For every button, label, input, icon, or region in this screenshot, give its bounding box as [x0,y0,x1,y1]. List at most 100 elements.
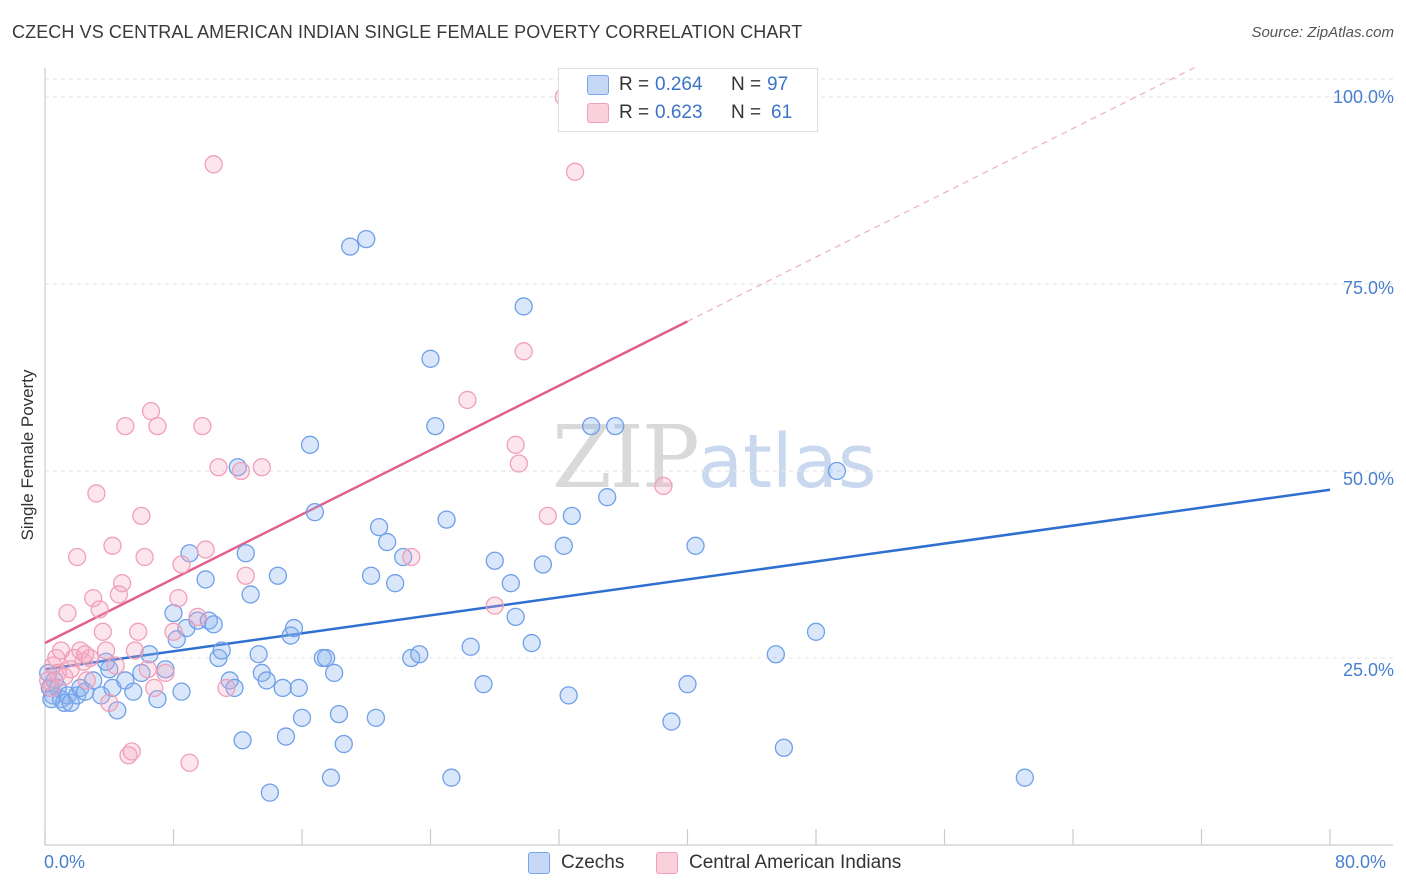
point-central-american-indians [231,461,251,481]
point-central-american-indians [402,547,421,567]
point-czechs [212,641,231,660]
stats-r-label: R = [619,74,650,95]
point-central-american-indians [135,547,154,567]
point-czechs [268,566,288,585]
stats-r-value: 0.264 [655,74,703,95]
point-czechs [442,768,461,787]
trend-line-czechs [44,488,1331,671]
point-czechs [357,229,376,249]
point-czechs [289,678,308,698]
point-central-american-indians [129,622,148,641]
point-czechs [273,678,292,698]
y-tick-label: 100.0% [1332,87,1394,107]
point-central-american-indians [164,622,183,641]
point-czechs [514,297,533,316]
point-central-american-indians [193,416,212,436]
watermark-zip: ZIP [552,408,700,508]
point-czechs [329,704,349,724]
point-czechs [426,416,445,436]
watermark-atlas: atlas [697,419,877,505]
point-central-american-indians [112,574,132,593]
point-czechs [300,435,320,454]
point-czechs [421,349,440,368]
legend-label: Czechs [561,852,625,873]
point-czechs [140,645,159,664]
point-central-american-indians [122,742,141,761]
point-central-american-indians [252,458,271,477]
point-central-american-indians [55,667,74,686]
point-czechs [806,622,826,641]
chart-title: CZECH VS CENTRAL AMERICAN INDIAN SINGLE … [12,22,803,42]
legend-swatch [656,852,678,874]
point-czechs [1015,768,1034,787]
stats-swatch-czechs [587,75,609,95]
stats-n-value: 61 [771,102,793,123]
stats-r-value: 0.623 [655,102,703,123]
point-czechs [276,727,296,746]
point-central-american-indians [172,555,191,574]
legend-swatch [528,852,550,874]
point-central-american-indians [76,645,95,664]
legend-item-central-american-indians[interactable]: Central American Indians [656,852,901,874]
stats-n-label: N = [731,102,762,123]
point-central-american-indians [116,416,135,436]
point-central-american-indians [538,506,557,526]
point-czechs [321,768,341,787]
point-czechs [172,682,191,701]
point-central-american-indians [514,342,533,361]
point-central-american-indians [148,416,167,436]
point-czechs [204,615,223,634]
point-central-american-indians [87,484,106,503]
point-central-american-indians [58,603,77,623]
point-central-american-indians [458,390,477,410]
point-czechs [148,689,167,709]
point-czechs [774,738,794,757]
point-central-american-indians [565,162,585,181]
point-czechs [686,536,705,555]
point-central-american-indians [138,660,157,679]
point-czechs [559,686,578,705]
point-central-american-indians [188,607,207,627]
point-czechs [305,502,325,522]
legend: Czechs Central American Indians [0,852,1406,878]
legend-item-czechs[interactable]: Czechs [528,852,624,874]
point-central-american-indians [93,622,112,641]
point-central-american-indians [67,547,87,567]
point-czechs [260,783,280,802]
point-central-american-indians [169,589,188,608]
y-tick-label: 75.0% [1342,278,1394,298]
point-central-american-indians [485,596,504,615]
point-central-american-indians [506,435,525,454]
point-czechs [236,544,255,563]
point-czechs [598,488,617,507]
point-central-american-indians [96,641,116,660]
y-tick-label: 25.0% [1342,660,1394,680]
point-central-american-indians [236,566,255,585]
point-central-american-indians [100,693,119,713]
point-central-american-indians [84,589,103,608]
point-central-american-indians [509,454,528,473]
point-central-american-indians [103,536,122,555]
point-czechs [61,693,80,713]
point-czechs [662,712,681,731]
point-central-american-indians [204,155,223,174]
point-czechs [292,708,312,727]
point-czechs [485,551,504,570]
source-label: Source: ZipAtlas.com [1251,24,1394,41]
point-czechs [341,237,360,256]
point-czechs [257,671,276,690]
point-central-american-indians [217,678,236,698]
point-czechs [316,648,336,668]
point-czechs [606,416,625,436]
point-czechs [84,671,103,690]
point-central-american-indians [180,753,199,772]
point-czechs [678,675,697,694]
trend-line-central-american-indians [44,320,689,645]
point-central-american-indians [90,600,109,619]
point-czechs [284,618,304,638]
zipatlas-watermark: ZIPatlas [552,408,876,508]
correlation-stats-box: R = 0.264 N = 97 R = 0.623 N = 61 [558,68,818,132]
point-czechs [377,532,397,552]
point-czechs [410,645,429,664]
